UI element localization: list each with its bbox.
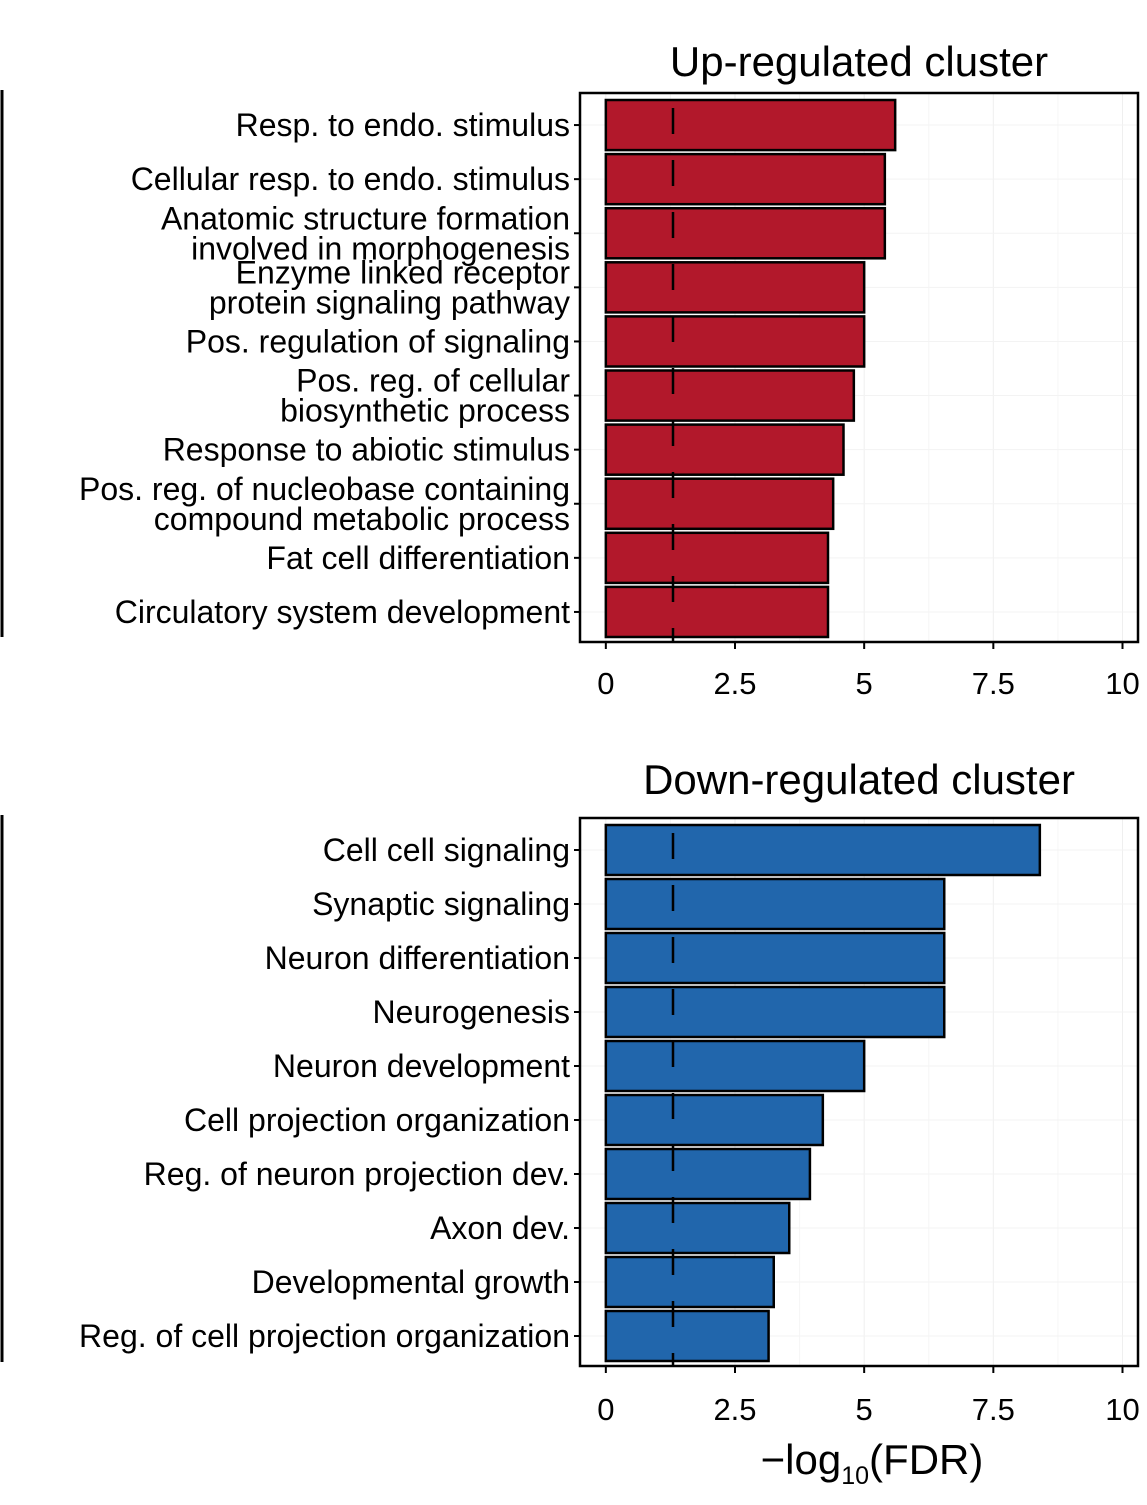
bar [604, 369, 856, 422]
category-label: Resp. to endo. stimulus [236, 107, 570, 143]
x-tick-label: 10 [1105, 1392, 1139, 1427]
bar [604, 1201, 791, 1255]
panel-1: Down-regulated cluster Cell cell signalin… [0, 756, 1140, 1427]
panel-title: Up-regulated cluster [670, 38, 1048, 85]
category-label: Response to abiotic stimulus [163, 432, 570, 468]
x-tick-label: 10 [1105, 666, 1139, 701]
x-axis-label-subscript: 10 [841, 1462, 869, 1490]
bar [604, 531, 830, 585]
bar [604, 877, 946, 931]
category-label: Pos. regulation of signaling [186, 323, 570, 359]
bar [604, 315, 866, 368]
bar [604, 1309, 770, 1363]
category-label: Synaptic signaling [312, 886, 570, 922]
x-tick-label: 2.5 [713, 1392, 756, 1427]
bar [604, 477, 835, 531]
category-label: Circulatory system development [115, 594, 570, 630]
bar [604, 206, 887, 260]
x-axis-label-tail: (FDR) [869, 1436, 983, 1483]
category-label: Anatomic structure formation involved in … [161, 200, 570, 266]
category-label: Pos. reg. of nucleobase containing compou… [79, 471, 570, 537]
category-label: Neuron development [273, 1048, 570, 1084]
x-tick-label: 7.5 [972, 1392, 1015, 1427]
category-label: Neuron differentiation [265, 940, 570, 976]
bar [604, 931, 946, 985]
category-label: Enzyme linked receptor protein signaling … [209, 254, 570, 320]
x-axis-label-main: −log [761, 1436, 842, 1483]
bar [604, 585, 830, 639]
x-tick-label: 5 [856, 666, 873, 701]
category-label: Axon dev. [430, 1210, 570, 1246]
category-label: Developmental growth [252, 1264, 570, 1300]
category-label: Neurogenesis [373, 994, 570, 1030]
x-tick-label: 0 [597, 1392, 614, 1427]
bar [604, 985, 946, 1039]
bar [604, 1039, 866, 1093]
bar [604, 152, 887, 206]
category-label: Cell cell signaling [323, 832, 570, 868]
bar [604, 1255, 775, 1309]
category-label: Reg. of neuron projection dev. [144, 1156, 570, 1192]
x-tick-label: 0 [597, 666, 614, 701]
panel-border [578, 816, 1140, 1368]
x-tick-label: 2.5 [713, 666, 756, 701]
bar [604, 1147, 812, 1201]
bar [604, 423, 845, 476]
panel-border [578, 91, 1140, 644]
panel-0: Up-regulated cluster Resp. to endo. stimu… [0, 38, 1140, 701]
x-tick-label: 7.5 [972, 666, 1015, 701]
bar [604, 261, 866, 314]
category-label: Cell projection organization [184, 1102, 570, 1138]
bar [604, 98, 897, 152]
x-tick-label: 5 [856, 1392, 873, 1427]
panel-title: Down-regulated cluster [643, 756, 1075, 803]
x-axis-label: −log10(FDR) [761, 1436, 984, 1490]
bar [604, 823, 1042, 877]
category-label: Cellular resp. to endo. stimulus [131, 161, 570, 197]
bar [604, 1093, 825, 1147]
category-label: Fat cell differentiation [266, 540, 570, 576]
category-label: Pos. reg. of cellular biosynthetic proces… [280, 363, 570, 429]
category-label: Reg. of cell projection organization [79, 1318, 570, 1354]
